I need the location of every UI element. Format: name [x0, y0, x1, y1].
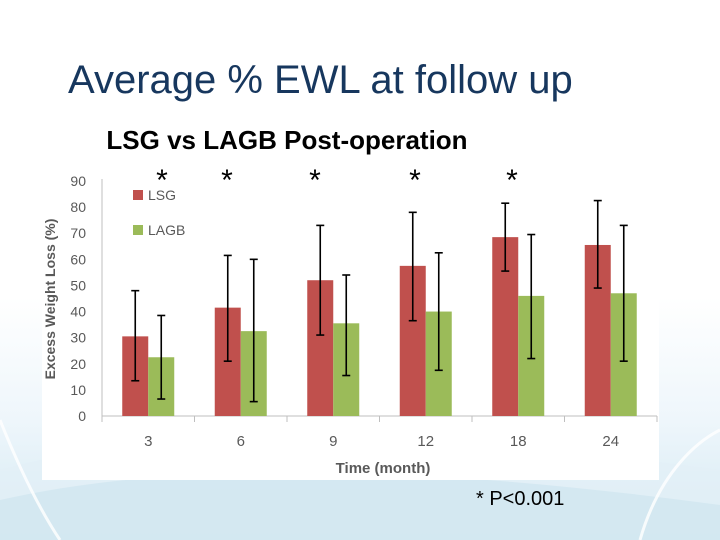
y-tick-label: 80	[70, 199, 86, 215]
y-tick-label: 60	[70, 251, 86, 267]
x-tick-label: 3	[144, 433, 152, 450]
significance-marker: *	[221, 164, 233, 197]
y-tick-label: 10	[70, 382, 86, 398]
x-tick-label: 9	[329, 433, 337, 450]
y-tick-label: 40	[70, 304, 86, 320]
x-axis-label: Time (month)	[336, 460, 431, 477]
x-tick-label: 24	[602, 433, 619, 450]
significance-marker: *	[409, 164, 421, 197]
x-tick-label: 18	[510, 433, 527, 450]
significance-marker: *	[309, 164, 321, 197]
y-tick-label: 30	[70, 330, 86, 346]
x-tick-label: 12	[417, 433, 434, 450]
chart-title: LSG vs LAGB Post-operation	[106, 125, 467, 155]
significance-marker: *	[156, 164, 168, 197]
significance-footnote: * P<0.001	[476, 488, 565, 510]
y-axis-label: Excess Weight Loss (%)	[42, 219, 58, 380]
y-tick-label: 70	[70, 225, 86, 241]
legend-label: LAGB	[148, 222, 185, 238]
chart-panel: LSG vs LAGB Post-operation Time (month) …	[42, 124, 659, 480]
y-tick-label: 90	[70, 173, 86, 189]
significance-marker: *	[506, 164, 518, 197]
y-tick-label: 50	[70, 277, 86, 293]
ewl-bar-chart: LSG vs LAGB Post-operation Time (month) …	[42, 125, 658, 477]
slide-title: Average % EWL at follow up	[68, 58, 573, 102]
y-tick-label: 20	[70, 356, 86, 372]
x-tick-label: 6	[237, 433, 245, 450]
legend-label: LSG	[148, 187, 176, 203]
y-tick-label: 0	[78, 408, 86, 424]
legend-swatch	[133, 190, 143, 200]
legend-swatch	[133, 225, 143, 235]
